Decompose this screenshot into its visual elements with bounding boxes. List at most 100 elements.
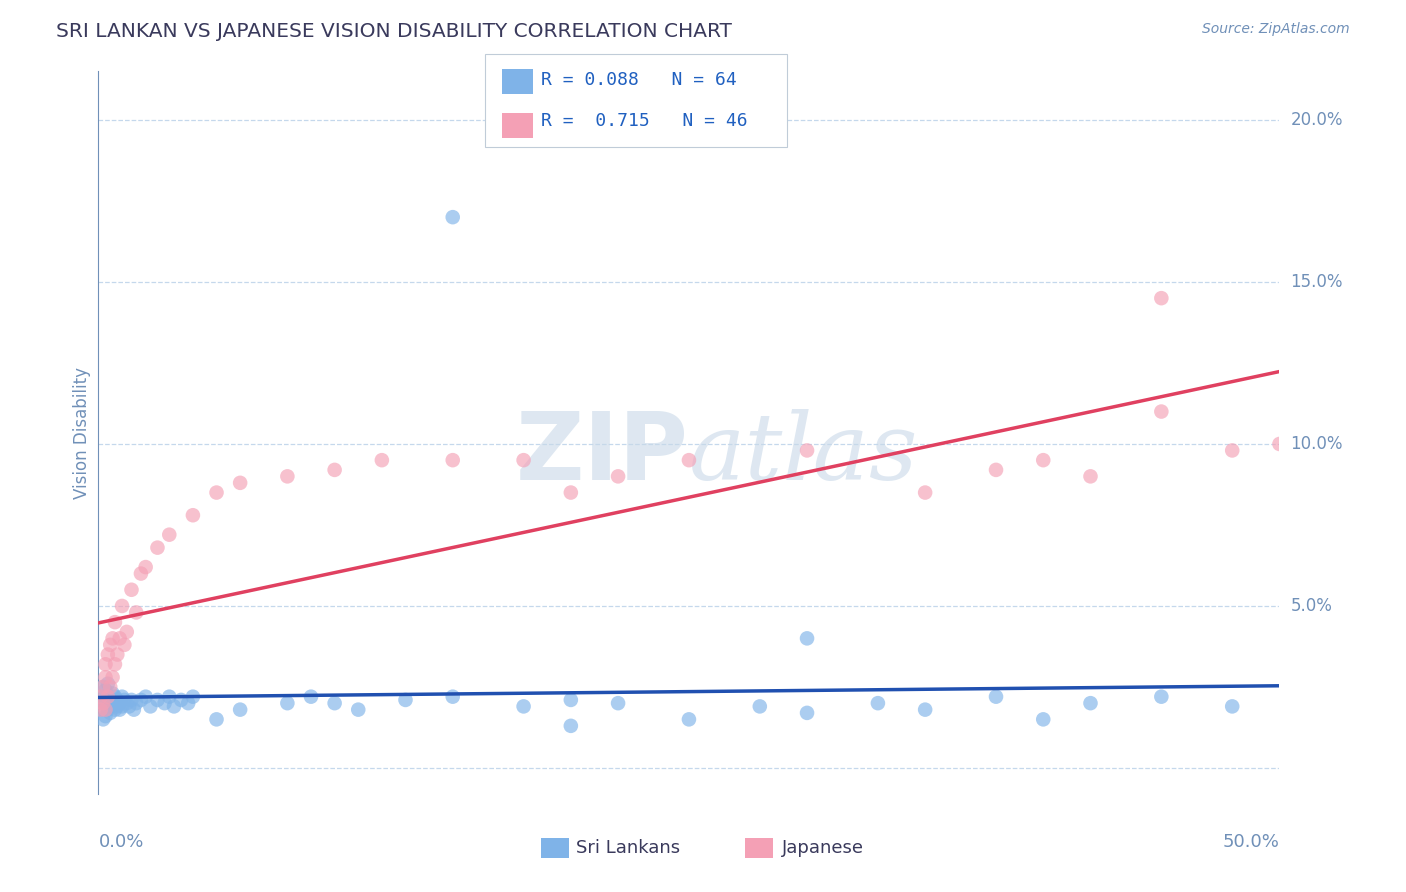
Point [299,690,322,704]
Text: ZIP: ZIP [516,409,689,500]
Text: Sri Lankans: Sri Lankans [576,839,681,857]
Point [91,696,114,710]
Point [112,693,135,707]
Point [157,527,180,541]
Point [90,703,112,717]
Text: Japanese: Japanese [782,839,863,857]
Point [125,696,148,710]
Point [98,680,121,694]
Point [94,703,117,717]
Text: 15.0%: 15.0% [1291,273,1343,291]
Point [914,485,936,500]
Point [97,690,120,704]
Point [122,703,145,717]
Point [441,690,464,704]
Point [101,632,124,646]
Point [139,699,162,714]
Text: 10.0%: 10.0% [1291,435,1343,453]
Point [512,699,534,714]
Point [1268,437,1291,451]
Point [181,508,204,523]
Point [394,693,416,707]
Point [560,485,582,500]
Point [108,703,131,717]
Point [276,696,298,710]
Point [94,709,117,723]
Point [607,469,630,483]
Point [105,693,128,707]
Point [181,690,204,704]
Point [98,706,121,720]
Text: 50.0%: 50.0% [1223,833,1279,851]
Point [1032,453,1054,467]
Point [984,690,1007,704]
Point [796,706,818,720]
Text: 5.0%: 5.0% [1291,597,1333,615]
Point [371,453,394,467]
Point [98,693,121,707]
Text: SRI LANKAN VS JAPANESE VISION DISABILITY CORRELATION CHART: SRI LANKAN VS JAPANESE VISION DISABILITY… [56,22,733,41]
Point [796,443,818,458]
Point [1150,690,1173,704]
Point [1220,699,1243,714]
Text: 0.0%: 0.0% [98,833,143,851]
Point [347,703,370,717]
Point [866,696,889,710]
Point [90,703,112,717]
Point [163,699,186,714]
Point [101,696,124,710]
Point [94,670,117,684]
Point [104,690,127,704]
Point [323,696,346,710]
Text: 20.0%: 20.0% [1291,111,1343,129]
Point [1080,469,1102,483]
Point [97,703,120,717]
Point [170,693,193,707]
Point [560,693,582,707]
Point [157,690,180,704]
Point [125,606,148,620]
Point [97,648,120,662]
Point [129,566,152,581]
Text: atlas: atlas [689,409,918,500]
Point [205,485,228,500]
Point [146,541,169,555]
Point [1150,291,1173,305]
Point [108,632,131,646]
Point [229,703,252,717]
Y-axis label: Vision Disability: Vision Disability [73,367,91,499]
Point [101,670,124,684]
Text: R =  0.715   N = 46: R = 0.715 N = 46 [541,112,748,130]
Point [105,699,128,714]
Point [118,699,141,714]
Point [115,696,138,710]
Point [1080,696,1102,710]
Point [796,632,818,646]
Point [205,712,228,726]
Point [104,657,127,672]
Point [90,690,112,704]
Point [146,693,169,707]
Point [678,712,700,726]
Point [1032,712,1054,726]
Point [104,615,127,629]
Point [108,696,131,710]
Point [560,719,582,733]
Point [129,693,152,707]
Point [111,690,134,704]
Point [97,690,120,704]
Text: R = 0.088   N = 64: R = 0.088 N = 64 [541,70,737,88]
Text: Source: ZipAtlas.com: Source: ZipAtlas.com [1202,22,1350,37]
Point [111,599,134,613]
Point [512,453,534,467]
Point [984,463,1007,477]
Point [115,624,138,639]
Point [748,699,770,714]
Point [104,703,127,717]
Point [121,582,143,597]
Point [91,696,114,710]
Point [98,699,121,714]
Point [177,696,200,710]
Point [441,453,464,467]
Point [90,690,112,704]
